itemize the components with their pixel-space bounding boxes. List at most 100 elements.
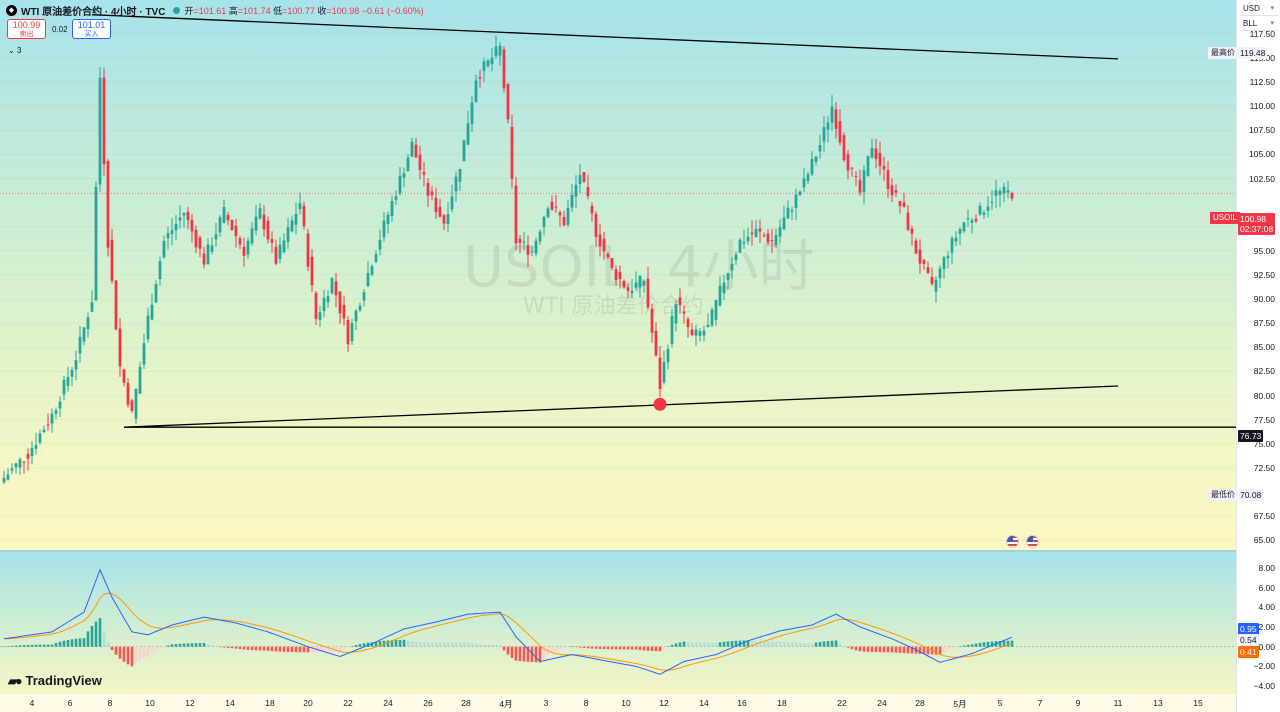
candle [358,302,362,312]
candle-body [554,206,558,208]
candle [942,256,946,279]
candle [902,192,906,208]
histogram-bar [354,644,358,647]
macd-chart[interactable] [0,552,1236,694]
candle [246,237,250,259]
candle-body [766,233,770,243]
candle [6,468,10,481]
histogram-bar [794,642,798,647]
candle-body [426,183,430,196]
candle [550,195,554,211]
candle [662,350,666,385]
candle [914,238,918,254]
candle [14,462,18,474]
candle [502,46,506,93]
histogram-bar [590,646,594,649]
lowest-price-tag: 70.08 [1238,489,1264,501]
candle-body [454,176,458,192]
histogram-bar [582,646,586,648]
histogram-bar [502,646,506,651]
histogram-bar [554,646,558,652]
histogram-bar [242,646,246,650]
candle-body [194,229,198,248]
candle-body [586,187,590,197]
time-axis[interactable] [0,694,1236,712]
time-tick-label: 13 [1153,698,1163,708]
tradingview-logo[interactable]: ▰● TradingView [8,673,102,688]
candle-body [910,228,914,234]
candle [74,350,78,381]
histogram-bar [114,646,118,655]
histogram-bar [594,646,598,649]
candle-body [874,148,878,159]
histogram-bar [498,645,502,647]
candle-body [786,207,790,219]
sell-button[interactable]: 100.99 卖出 [7,19,46,39]
candle-body [722,282,726,294]
histogram-bar [190,643,194,647]
candle-body [494,46,498,56]
candle [378,229,382,256]
macd-pane[interactable] [0,552,1236,694]
chevron-down-icon: ▾ [1270,20,1274,27]
histogram-bar [722,641,726,647]
candle [894,184,898,198]
histogram-bar [42,644,46,647]
candle [706,313,710,328]
histogram-bar [410,641,414,647]
histogram-bar [454,642,458,647]
histogram-bar [770,641,774,647]
histogram-bar [534,646,538,663]
candle [686,316,690,338]
candle [890,178,894,203]
candle-body [98,77,102,185]
candle-body [790,209,794,212]
histogram-bar [510,646,514,658]
us-flag-event-icon[interactable] [1026,535,1039,548]
candle-body [938,268,942,279]
candle [654,322,658,357]
histogram-bar [750,640,754,647]
candle-body [914,240,918,254]
candle-body [742,241,746,244]
pane-divider[interactable] [0,550,1236,552]
candle-body [618,271,622,280]
candle-body [382,220,386,238]
us-flag-event-icon[interactable] [1006,535,1019,548]
candle [30,441,34,465]
histogram-bar [526,646,530,662]
candle-body [754,228,758,237]
candle-body [462,140,466,162]
candle [26,448,30,471]
currency-selector[interactable]: USD ▾ [1240,2,1278,16]
candle-body [986,206,990,211]
candle [206,238,210,265]
histogram-bar [898,646,902,653]
candle [626,283,630,299]
candle [434,187,438,220]
histogram-bar [602,646,606,650]
candle [282,233,286,254]
main-price-pane[interactable]: USOIL, 4小时 WTI 原油差价合约 [0,0,1236,550]
price-axis[interactable]: 117.50115.00112.50110.00107.50105.00102.… [1236,0,1280,712]
histogram-bar [298,646,302,653]
candle-body [310,256,314,286]
histogram-bar [18,645,22,647]
histogram-bar [654,646,658,652]
candle-body [390,201,394,217]
histogram-bar [666,646,670,648]
symbol-title[interactable]: WTI 原油差价合约 · 4小时 · TVC [21,6,166,18]
histogram-bar [430,642,434,647]
candle-body [358,305,362,311]
candle-body [314,292,318,319]
histogram-bar [866,646,870,652]
buy-button[interactable]: 101.01 买入 [72,19,111,39]
histogram-bar [686,641,690,647]
histogram-bar [786,642,790,647]
candle [834,102,838,139]
unit-selector[interactable]: BLL ▾ [1240,17,1278,31]
indicators-toggle[interactable]: ⌄ 3 [8,46,21,55]
candlestick-chart[interactable] [0,0,1236,550]
candle-body [982,212,986,215]
candle-body [258,208,262,219]
